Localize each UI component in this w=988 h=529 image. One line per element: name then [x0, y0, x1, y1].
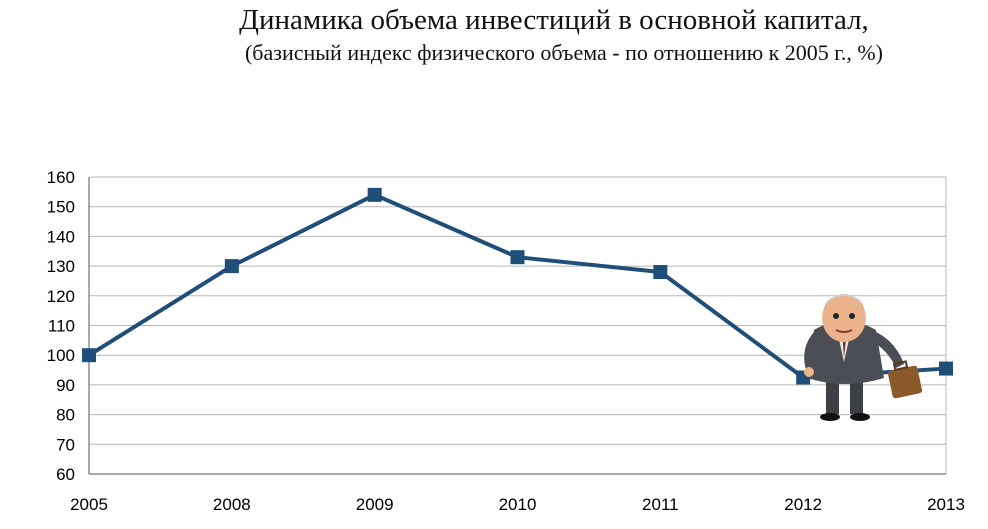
y-tick-label: 100	[47, 346, 75, 365]
x-tick-label: 2005	[70, 495, 108, 514]
axes	[88, 177, 947, 475]
y-tick-label: 60	[56, 465, 75, 484]
x-tick-label: 2013	[927, 495, 965, 514]
x-tick-label: 2012	[784, 495, 822, 514]
y-tick-label: 70	[56, 435, 75, 454]
x-tick-label: 2011	[642, 495, 679, 514]
data-point	[653, 265, 668, 280]
chart-title: Динамика объема инвестиций в основной ка…	[239, 4, 869, 36]
cartoon-businessman-icon	[804, 294, 923, 421]
grid-lines	[89, 176, 946, 475]
y-tick-label: 150	[47, 198, 75, 217]
y-tick-label: 160	[47, 168, 75, 187]
y-tick-labels: 60 70 80 90 100 110 120 130 140 150 160	[47, 168, 75, 484]
data-point	[510, 250, 525, 265]
data-point	[939, 361, 953, 376]
data-point	[82, 348, 96, 363]
x-tick-label: 2010	[499, 495, 537, 514]
data-point	[367, 187, 382, 202]
y-tick-label: 120	[47, 287, 75, 306]
data-point	[224, 259, 239, 274]
x-tick-labels: 2005 2008 2009 2010 2011 2012 2013	[70, 495, 965, 514]
y-tick-label: 90	[56, 376, 75, 395]
x-tick-label: 2008	[213, 495, 251, 514]
y-tick-label: 130	[47, 257, 75, 276]
chart-subtitle: (базисный индекс физического объема - по…	[244, 40, 884, 65]
y-tick-label: 110	[48, 317, 75, 336]
x-tick-label: 2009	[356, 495, 394, 514]
y-tick-label: 140	[47, 227, 75, 246]
y-tick-label: 80	[56, 406, 75, 425]
